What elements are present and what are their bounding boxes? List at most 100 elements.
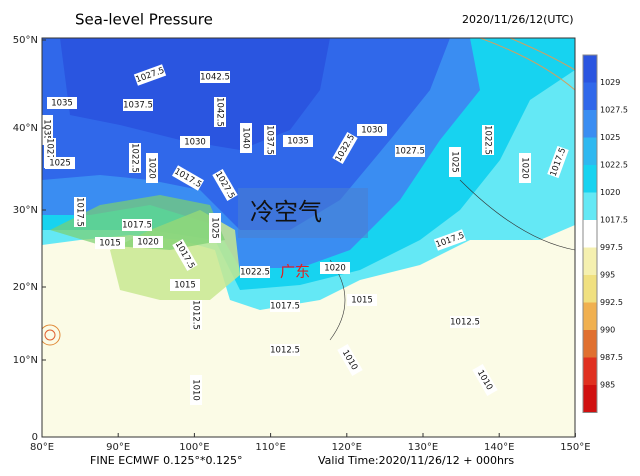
- colorbar-label: 1017.5: [600, 216, 628, 225]
- contour-label-text: 1022.5: [130, 143, 140, 173]
- lon-label: 140°E: [484, 442, 514, 453]
- lon-label: 100°E: [179, 442, 209, 453]
- contour-label: 1020: [146, 153, 158, 183]
- contour-label: 1012.5: [270, 344, 300, 356]
- contour-label: 1037.5: [123, 99, 153, 111]
- colorbar-swatch: [583, 385, 597, 413]
- contour-label-text: 1035: [42, 119, 52, 141]
- contour-label-bg: [320, 262, 350, 274]
- contour-label-bg: [74, 197, 86, 227]
- contour-label-bg: [240, 266, 270, 278]
- contour-label-bg: [209, 213, 221, 243]
- contour-label-bg: [472, 364, 498, 396]
- colorbar-frame: [582, 54, 598, 413]
- lon-label: 90°E: [106, 442, 130, 453]
- contour-label-text: 1037.5: [265, 125, 275, 155]
- contour-label: 1015: [170, 279, 200, 291]
- contour-label: 1020: [519, 153, 531, 183]
- contour-label-bg: [146, 153, 158, 183]
- colorbar-swatch: [583, 247, 597, 275]
- colorbar-swatch: [583, 137, 597, 165]
- contour-label-text: 1015: [174, 281, 196, 291]
- colorbar-label: 997.5: [600, 243, 623, 252]
- map-area: 冷空气 广东 1027.5 1042.5 1035 1037.5 1042.5 1035 1…: [42, 38, 575, 437]
- colorbar-swatch: [583, 220, 597, 248]
- lon-label: 110°E: [255, 442, 285, 453]
- contour-label-bg: [482, 125, 494, 155]
- contour-label-bg: [357, 124, 387, 136]
- lat-label: 20°N: [13, 282, 38, 293]
- colorbar-swatch: [583, 302, 597, 330]
- timestamp: 2020/11/26/12(UTC): [462, 13, 574, 26]
- contour-label-bg: [172, 165, 204, 191]
- annotation-guangdong: 广东: [280, 263, 310, 281]
- lat-label: 50°N: [13, 35, 38, 46]
- contour-label: 1017.5: [122, 219, 152, 231]
- footer-valid: Valid Time:2020/11/26/12 + 000hrs: [318, 454, 514, 467]
- contour-label-bg: [170, 279, 200, 291]
- contour-label: 1015: [95, 237, 125, 249]
- contour-label-text: 1012.5: [191, 300, 201, 330]
- lon-label: 150°E: [560, 442, 590, 453]
- contour-label-bg: [270, 344, 300, 356]
- lat-label: 10°N: [13, 355, 38, 366]
- contour-label-bg: [519, 153, 531, 183]
- contour-label: 1025: [209, 213, 221, 243]
- contour-label-bg: [95, 237, 125, 249]
- contour-label-text: 1010: [191, 379, 201, 401]
- colorbar-label: 1027.5: [600, 106, 628, 115]
- contour-label: 1022.5: [482, 125, 494, 155]
- colorbar-swatch: [583, 192, 597, 220]
- contour-label-bg: [180, 136, 210, 148]
- contour-label: 1037.5: [264, 125, 276, 155]
- contour-label: 1035: [42, 115, 53, 145]
- contour-label-text: 1012.5: [450, 318, 480, 328]
- contour-label: 1042.5: [214, 97, 226, 127]
- lon-label: 120°E: [332, 442, 362, 453]
- contour-label-bg: [47, 97, 77, 109]
- contour-label-bg: [433, 229, 467, 251]
- contour-label-bg: [42, 115, 53, 145]
- contour-label: 1022.5: [240, 266, 270, 278]
- contour-label-text: 1030: [361, 126, 383, 136]
- contour-label: 1012.5: [190, 300, 202, 330]
- contour-label: 1035: [283, 135, 313, 147]
- contour-label-bg: [200, 71, 230, 83]
- colorbar-swatch: [583, 330, 597, 358]
- contour-label-text: 1035: [287, 137, 309, 147]
- contour-label-text: 1017.5: [270, 302, 300, 312]
- field-1035: [60, 38, 330, 150]
- contour-label-bg: [172, 239, 198, 271]
- contour-label: 1027.5: [395, 145, 425, 157]
- contour-label-text: 1027.5: [395, 147, 425, 157]
- annotation-cold-air: 冷空气: [250, 198, 322, 226]
- contour-label-text: 1042.5: [200, 73, 230, 83]
- contour-line: [479, 38, 575, 91]
- contour-label-bg: [450, 316, 480, 328]
- contour-label-bg: [337, 344, 363, 376]
- contour-label: 1025: [45, 157, 75, 169]
- lon-label: 80°E: [30, 442, 54, 453]
- colorbar-label: 990: [600, 326, 615, 335]
- contour-label-text: 1017.5: [75, 197, 85, 227]
- contour-label-text: 1017.5: [122, 221, 152, 231]
- contour-label-text: 1042.5: [215, 97, 225, 127]
- colorbar-label: 1029: [600, 78, 620, 87]
- contour-label-text: 1025: [450, 151, 460, 173]
- lon-label: 130°E: [408, 442, 438, 453]
- colorbar-label: 987.5: [600, 353, 623, 362]
- contour-label-bg: [45, 157, 75, 169]
- contour-label-text: 1037.5: [123, 101, 153, 111]
- contour-label-text: 1040: [241, 127, 251, 149]
- contour-ring: [44, 329, 56, 341]
- contour-label-bg: [190, 300, 202, 330]
- colorbar-label: 992.5: [600, 298, 623, 307]
- contour-label-text: 1020: [520, 157, 530, 179]
- contour-label: 1012.5: [450, 316, 480, 328]
- contour-label: 1022.5: [129, 143, 141, 173]
- colorbar-label: 1025: [600, 133, 620, 142]
- contour-label-text: 1022.5: [240, 268, 270, 278]
- colorbar-label: 1020: [600, 188, 620, 197]
